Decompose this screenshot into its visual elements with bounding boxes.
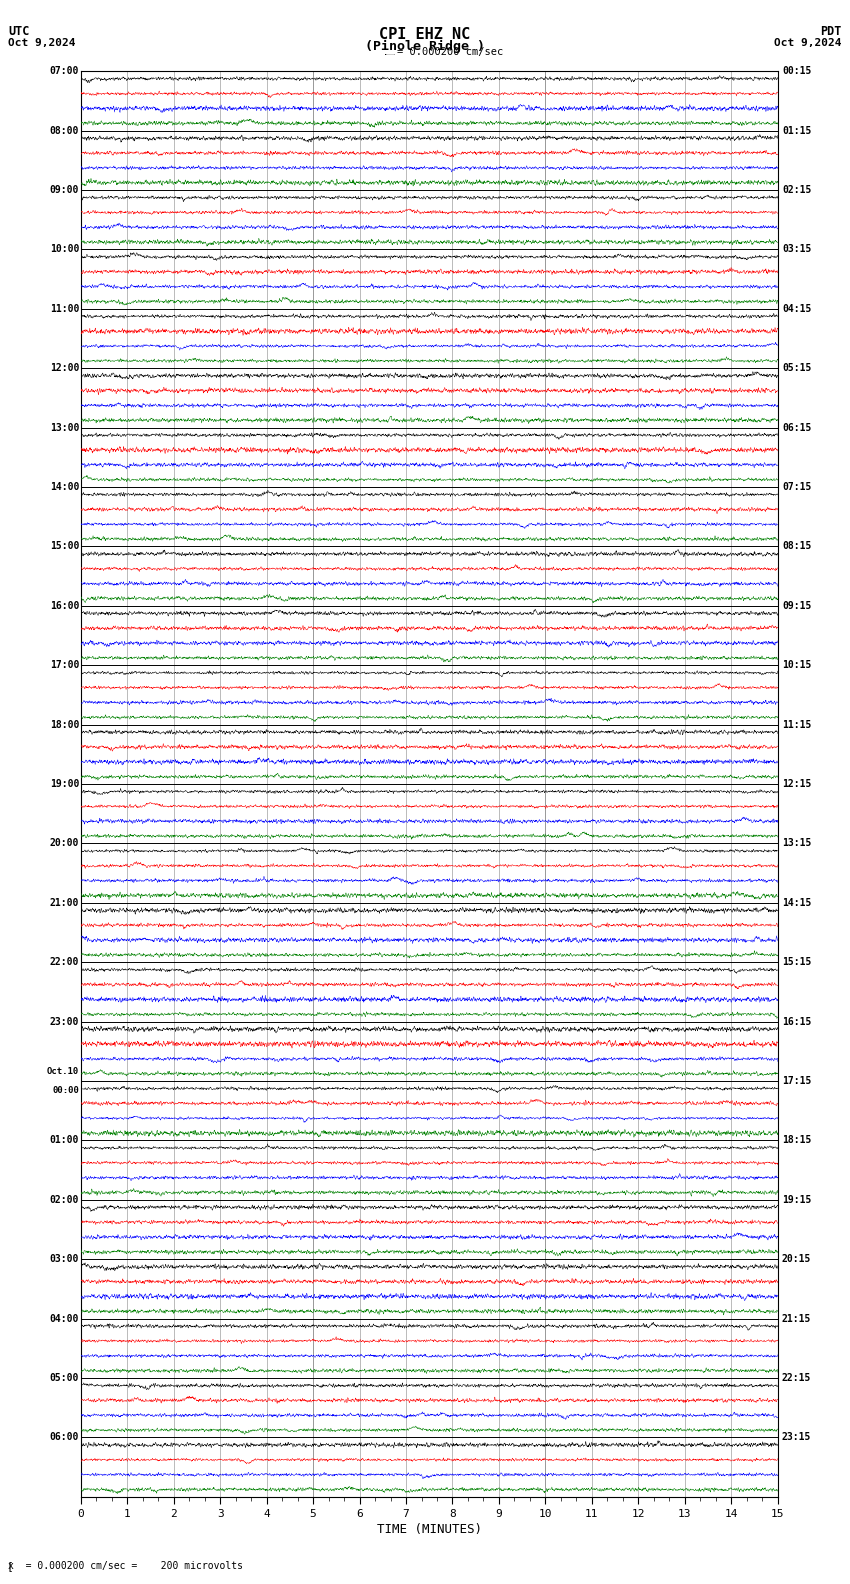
Text: 10:15: 10:15 — [782, 661, 812, 670]
Text: 08:00: 08:00 — [49, 125, 79, 136]
Text: 05:15: 05:15 — [782, 363, 812, 374]
Text: 15:15: 15:15 — [782, 957, 812, 968]
Text: 04:00: 04:00 — [49, 1313, 79, 1324]
Text: 02:15: 02:15 — [782, 185, 812, 195]
Text: 19:00: 19:00 — [49, 779, 79, 789]
Text: 18:15: 18:15 — [782, 1136, 812, 1145]
Text: 01:00: 01:00 — [49, 1136, 79, 1145]
Text: 20:00: 20:00 — [49, 838, 79, 849]
Text: 09:15: 09:15 — [782, 600, 812, 611]
Text: 12:15: 12:15 — [782, 779, 812, 789]
Text: 03:15: 03:15 — [782, 244, 812, 255]
Text: UTC: UTC — [8, 25, 30, 38]
Text: 14:00: 14:00 — [49, 482, 79, 493]
Text: 00:00: 00:00 — [52, 1087, 79, 1095]
Text: 02:00: 02:00 — [49, 1194, 79, 1205]
Text: 00:15: 00:15 — [782, 67, 812, 76]
Text: 23:00: 23:00 — [49, 1017, 79, 1026]
X-axis label: TIME (MINUTES): TIME (MINUTES) — [377, 1522, 482, 1536]
Text: 10:00: 10:00 — [49, 244, 79, 255]
Text: 21:00: 21:00 — [49, 898, 79, 908]
Text: 23:15: 23:15 — [782, 1432, 812, 1443]
Text: 20:15: 20:15 — [782, 1255, 812, 1264]
Text: 05:00: 05:00 — [49, 1373, 79, 1383]
Text: 06:15: 06:15 — [782, 423, 812, 432]
Text: [: [ — [7, 1562, 14, 1571]
Text: 11:00: 11:00 — [49, 304, 79, 314]
Text: 08:15: 08:15 — [782, 542, 812, 551]
Text: 01:15: 01:15 — [782, 125, 812, 136]
Text: 22:15: 22:15 — [782, 1373, 812, 1383]
Text: 07:15: 07:15 — [782, 482, 812, 493]
Text: Oct 9,2024: Oct 9,2024 — [8, 38, 76, 48]
Text: 22:00: 22:00 — [49, 957, 79, 968]
Text: 06:00: 06:00 — [49, 1432, 79, 1443]
Text: 13:00: 13:00 — [49, 423, 79, 432]
Text: 07:00: 07:00 — [49, 67, 79, 76]
Text: x  = 0.000200 cm/sec =    200 microvolts: x = 0.000200 cm/sec = 200 microvolts — [8, 1562, 243, 1571]
Text: (Pinole Ridge ): (Pinole Ridge ) — [365, 40, 485, 52]
Text: = 0.000200 cm/sec: = 0.000200 cm/sec — [397, 48, 503, 57]
Text: Oct.10: Oct.10 — [47, 1068, 79, 1077]
Text: PDT: PDT — [820, 25, 842, 38]
Text: 11:15: 11:15 — [782, 719, 812, 730]
Text: 13:15: 13:15 — [782, 838, 812, 849]
Text: 15:00: 15:00 — [49, 542, 79, 551]
Text: 21:15: 21:15 — [782, 1313, 812, 1324]
Text: 12:00: 12:00 — [49, 363, 79, 374]
Text: CPI EHZ NC: CPI EHZ NC — [379, 27, 471, 41]
Text: 16:15: 16:15 — [782, 1017, 812, 1026]
Text: 04:15: 04:15 — [782, 304, 812, 314]
Text: 14:15: 14:15 — [782, 898, 812, 908]
Text: 17:15: 17:15 — [782, 1076, 812, 1087]
Text: 16:00: 16:00 — [49, 600, 79, 611]
Text: 18:00: 18:00 — [49, 719, 79, 730]
Text: 19:15: 19:15 — [782, 1194, 812, 1205]
Text: 03:00: 03:00 — [49, 1255, 79, 1264]
Text: Oct 9,2024: Oct 9,2024 — [774, 38, 842, 48]
Text: 17:00: 17:00 — [49, 661, 79, 670]
Text: 09:00: 09:00 — [49, 185, 79, 195]
